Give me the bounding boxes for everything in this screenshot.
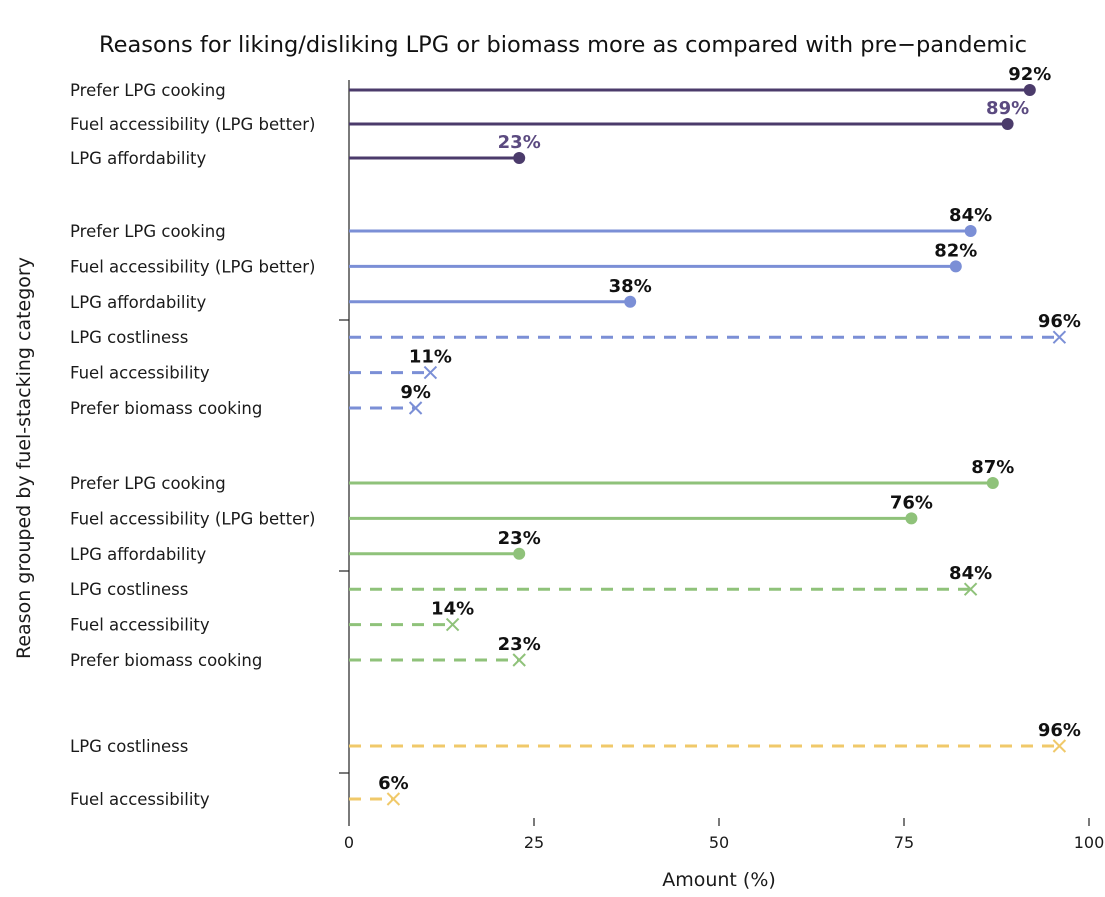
row-label-g1-r2: Fuel accessibility (LPG better) [70, 115, 315, 134]
row-label-g3-r3: LPG affordability [70, 545, 207, 564]
cross-marker-g2-r6 [408, 401, 423, 415]
value-label-g4-r1: 96% [1038, 720, 1081, 741]
y-axis-label: Reason grouped by fuel-stacking category [13, 257, 35, 659]
dot-marker-g3-r3 [513, 547, 526, 560]
row-label-g3-r1: Prefer LPG cooking [70, 474, 226, 493]
x-tick-label-75: 75 [894, 833, 914, 852]
value-label-g3-r1: 87% [971, 457, 1014, 478]
row-label-g2-r1: Prefer LPG cooking [70, 222, 226, 241]
x-tick-label-25: 25 [524, 833, 544, 852]
row-label-g3-r6: Prefer biomass cooking [70, 651, 262, 670]
value-label-g3-r6: 23% [498, 634, 541, 655]
cross-marker-g3-r6 [512, 653, 526, 667]
value-label-g3-r2: 76% [890, 492, 933, 513]
row-label-g2-r4: LPG costliness [70, 328, 188, 347]
dot-marker-g2-r3 [624, 295, 637, 308]
value-label-g4-r2: 6% [378, 773, 409, 794]
value-label-g2-r4: 96% [1038, 311, 1081, 332]
plot-area: 0 25 50 75 100 Prefer LPG cooking 92% Fuel acce… [70, 64, 1104, 852]
dot-marker-g3-r2 [905, 512, 918, 525]
row-label-g2-r3: LPG affordability [70, 293, 207, 312]
row-label-g2-r2: Fuel accessibility (LPG better) [70, 257, 315, 276]
value-label-g3-r3: 23% [498, 528, 541, 549]
row-label-g3-r5: Fuel accessibility [70, 616, 210, 635]
cross-marker-g3-r5 [445, 617, 460, 632]
row-label-g2-r5: Fuel accessibility [70, 364, 210, 383]
cross-marker-g3-r4 [963, 582, 978, 596]
row-label-g1-r3: LPG affordability [70, 149, 207, 168]
row-label-g1-r1: Prefer LPG cooking [70, 81, 226, 100]
value-label-g2-r5: 11% [409, 347, 452, 368]
value-label-g3-r5: 14% [431, 599, 474, 620]
dot-marker-g1-r1 [1023, 84, 1036, 96]
row-label-g2-r6: Prefer biomass cooking [70, 399, 262, 418]
dot-marker-g1-r2 [1001, 118, 1014, 130]
x-tick-label-50: 50 [709, 833, 729, 852]
dot-marker-g2-r1 [964, 225, 977, 237]
dot-marker-g1-r3 [513, 152, 526, 164]
row-label-g3-r2: Fuel accessibility (LPG better) [70, 509, 315, 528]
value-label-g2-r3: 38% [609, 276, 652, 297]
value-label-g1-r1: 92% [1008, 64, 1051, 85]
value-label-g2-r1: 84% [949, 205, 992, 226]
x-tick-label-100: 100 [1074, 833, 1105, 852]
dot-marker-g2-r2 [949, 260, 962, 273]
value-label-g3-r4: 84% [949, 563, 992, 584]
cross-marker-g4-r2 [386, 792, 401, 806]
row-label-g3-r4: LPG costliness [70, 580, 188, 599]
row-label-g4-r1: LPG costliness [70, 737, 188, 756]
dot-marker-g3-r1 [986, 477, 999, 489]
chart-title: Reasons for liking/disliking LPG or biom… [99, 32, 1027, 58]
x-tick-label-0: 0 [344, 833, 354, 852]
row-label-g4-r2: Fuel accessibility [70, 790, 210, 809]
cross-marker-g2-r4 [1052, 330, 1067, 344]
cross-marker-g4-r1 [1052, 739, 1067, 753]
value-label-g1-r2: 89% [986, 98, 1029, 119]
value-label-g2-r2: 82% [934, 240, 977, 261]
x-axis-label: Amount (%) [662, 869, 776, 891]
value-label-g2-r6: 9% [400, 382, 431, 403]
cross-marker-g2-r5 [423, 365, 438, 380]
value-label-g1-r3: 23% [498, 132, 541, 153]
